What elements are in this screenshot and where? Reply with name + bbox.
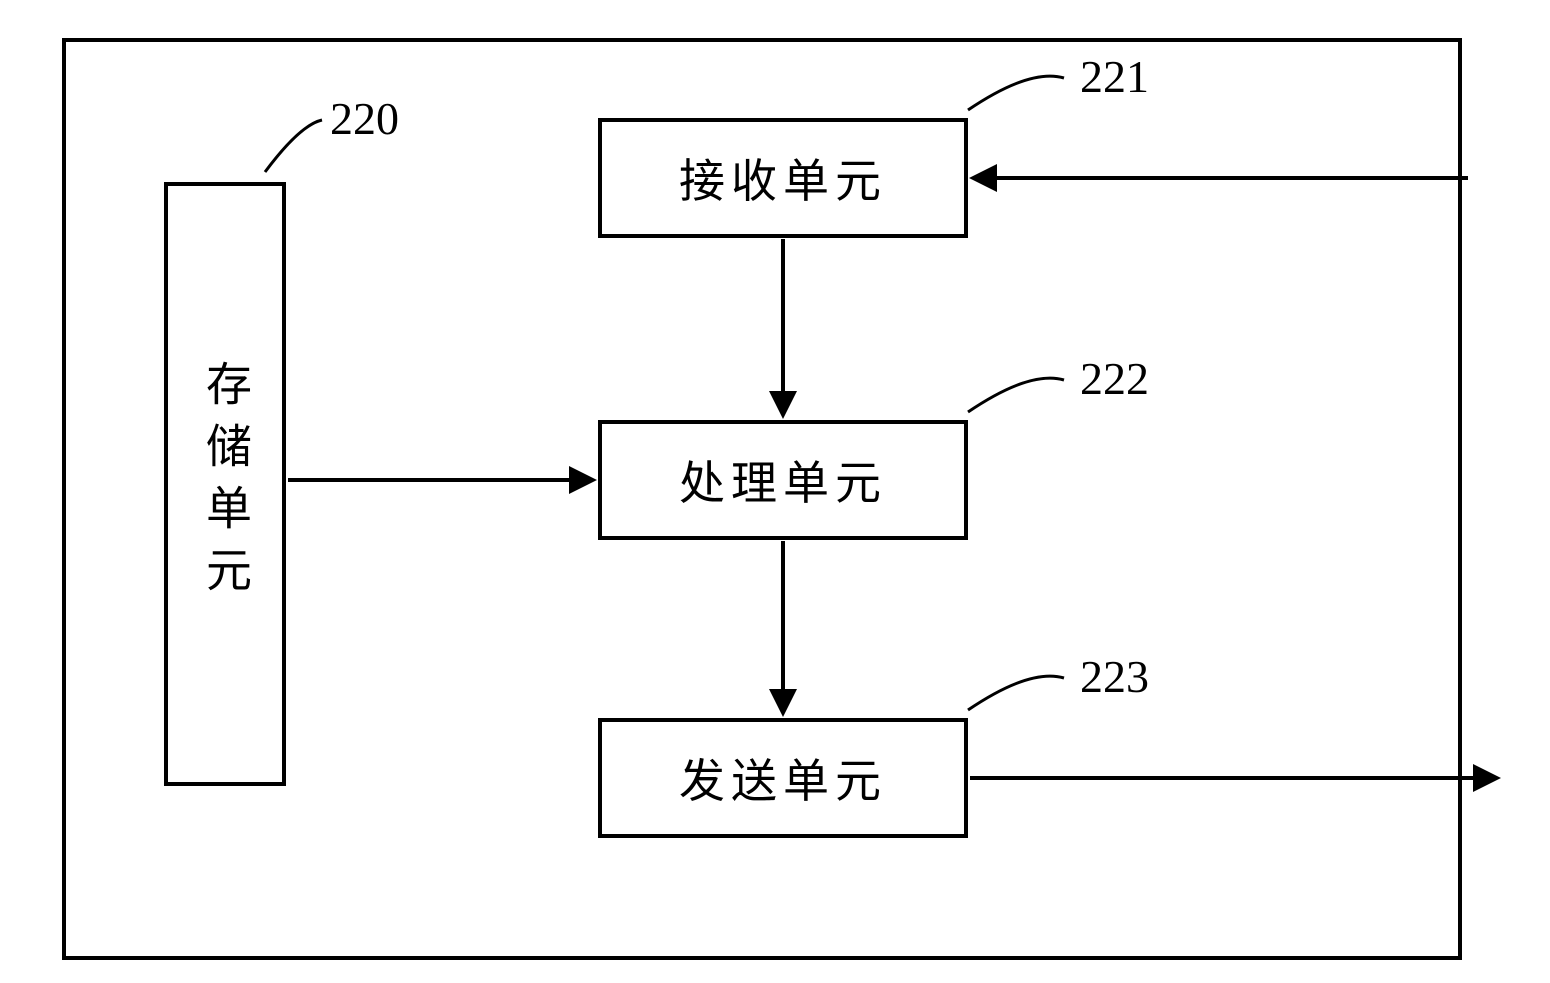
edges-layer	[0, 0, 1550, 983]
